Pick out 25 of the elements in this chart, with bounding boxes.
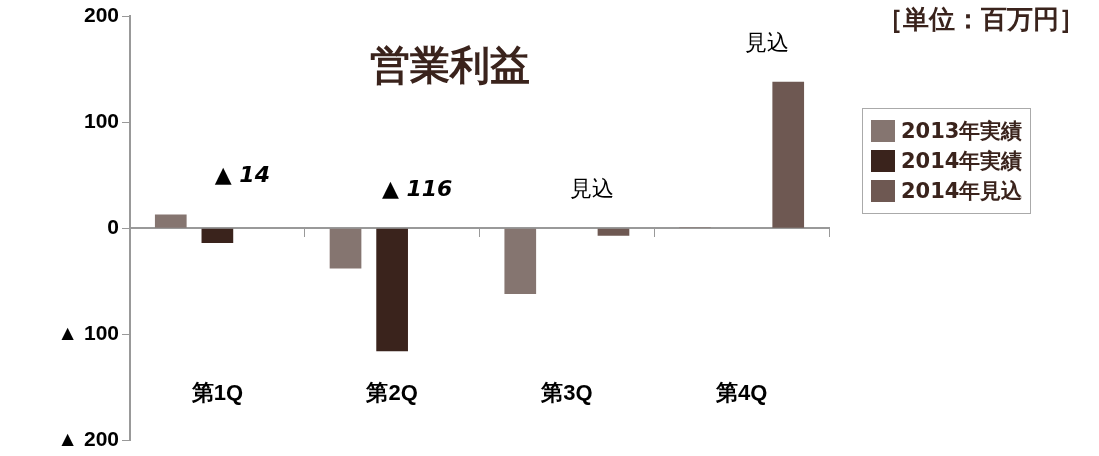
bar xyxy=(329,228,362,269)
bar xyxy=(597,228,630,236)
y-tick-label: ▲ 200 xyxy=(57,427,119,451)
legend-label: 2014年見込 xyxy=(901,178,1023,205)
y-tick-label: 100 xyxy=(83,108,119,132)
bar xyxy=(154,214,187,228)
annotation: 見込 xyxy=(569,175,614,201)
annotation: 見込 xyxy=(744,29,789,55)
bar xyxy=(772,81,805,228)
x-tick-label: 第2Q xyxy=(365,380,418,406)
x-tick-label: 第1Q xyxy=(190,380,244,406)
legend-label: 2013年実績 xyxy=(901,118,1023,145)
legend-label: 2014年実績 xyxy=(901,148,1023,175)
x-tick-label: 第3Q xyxy=(540,380,593,406)
bar xyxy=(376,228,408,352)
annotation: ▲ 116 xyxy=(381,175,453,201)
y-tick-label: 0 xyxy=(107,215,119,238)
annotation: ▲ 14 xyxy=(214,162,270,188)
x-tick-label: 第4Q xyxy=(714,380,768,406)
text: ［単位：百万円］ xyxy=(877,3,1085,36)
y-tick-label: 200 xyxy=(83,2,119,26)
text: 営業利益 xyxy=(369,41,531,90)
bar xyxy=(201,228,234,244)
bar xyxy=(504,228,537,294)
y-tick-label: ▲ 100 xyxy=(57,321,119,345)
